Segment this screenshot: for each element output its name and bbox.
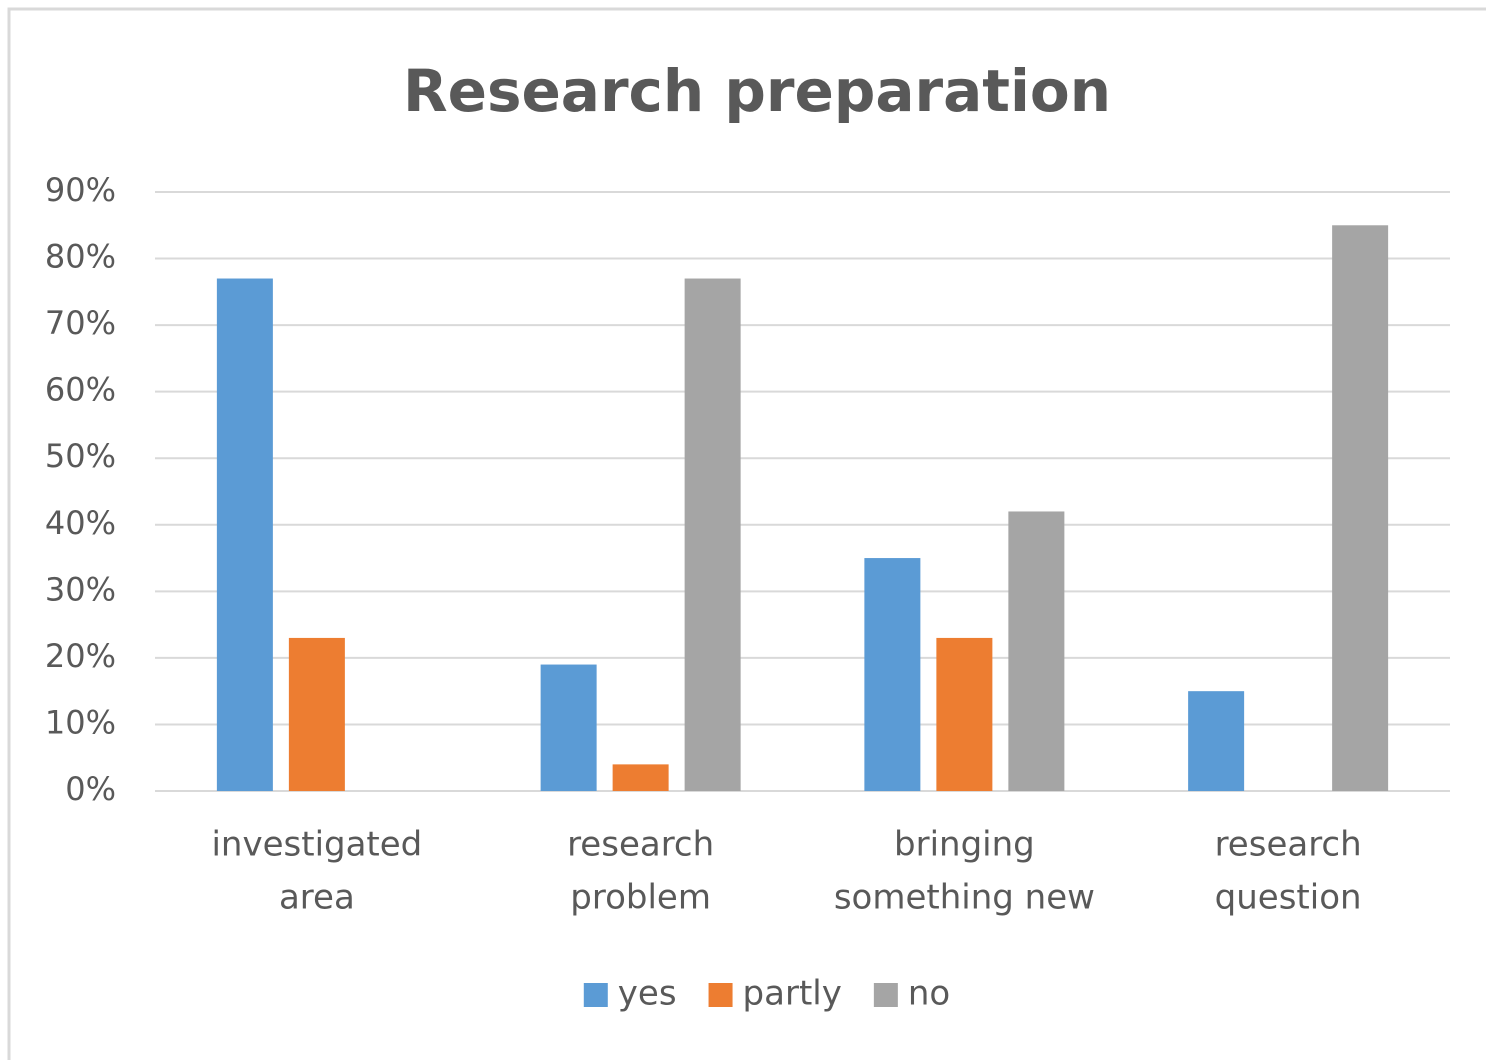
bar [864, 558, 921, 791]
bar [1188, 691, 1245, 791]
bar [936, 637, 993, 791]
legend-label: no [908, 974, 950, 1014]
x-tick-label: problem [570, 878, 711, 918]
y-tick-label: 10% [45, 703, 116, 741]
bar [684, 278, 741, 791]
y-tick-label: 50% [45, 437, 116, 475]
x-tick-label: bringing [894, 825, 1035, 865]
legend-swatch [583, 983, 608, 1007]
y-tick-label: 20% [45, 637, 116, 675]
bar [1008, 511, 1065, 791]
chart-title: Research preparation [403, 57, 1111, 125]
y-tick-label: 0% [65, 770, 116, 808]
bar [1332, 225, 1389, 791]
x-tick-label: area [279, 878, 355, 918]
bar [288, 637, 345, 791]
x-tick-label: something new [834, 878, 1095, 918]
x-tick-label: research [1215, 825, 1362, 865]
y-tick-label: 80% [45, 238, 116, 276]
legend-label: partly [743, 974, 842, 1014]
bar [216, 278, 273, 791]
y-tick-label: 70% [45, 304, 116, 342]
legend-swatch [708, 983, 733, 1007]
y-tick-label: 30% [45, 570, 116, 608]
legend-swatch [873, 983, 898, 1007]
x-tick-label: investigated [211, 825, 422, 865]
y-tick-label: 90% [45, 171, 116, 209]
legend-label: yes [618, 974, 677, 1014]
bar [612, 764, 669, 791]
x-tick-label: question [1215, 878, 1362, 918]
x-tick-label: research [567, 825, 714, 865]
y-tick-label: 60% [45, 371, 116, 409]
y-tick-label: 40% [45, 504, 116, 542]
bar [540, 664, 597, 791]
